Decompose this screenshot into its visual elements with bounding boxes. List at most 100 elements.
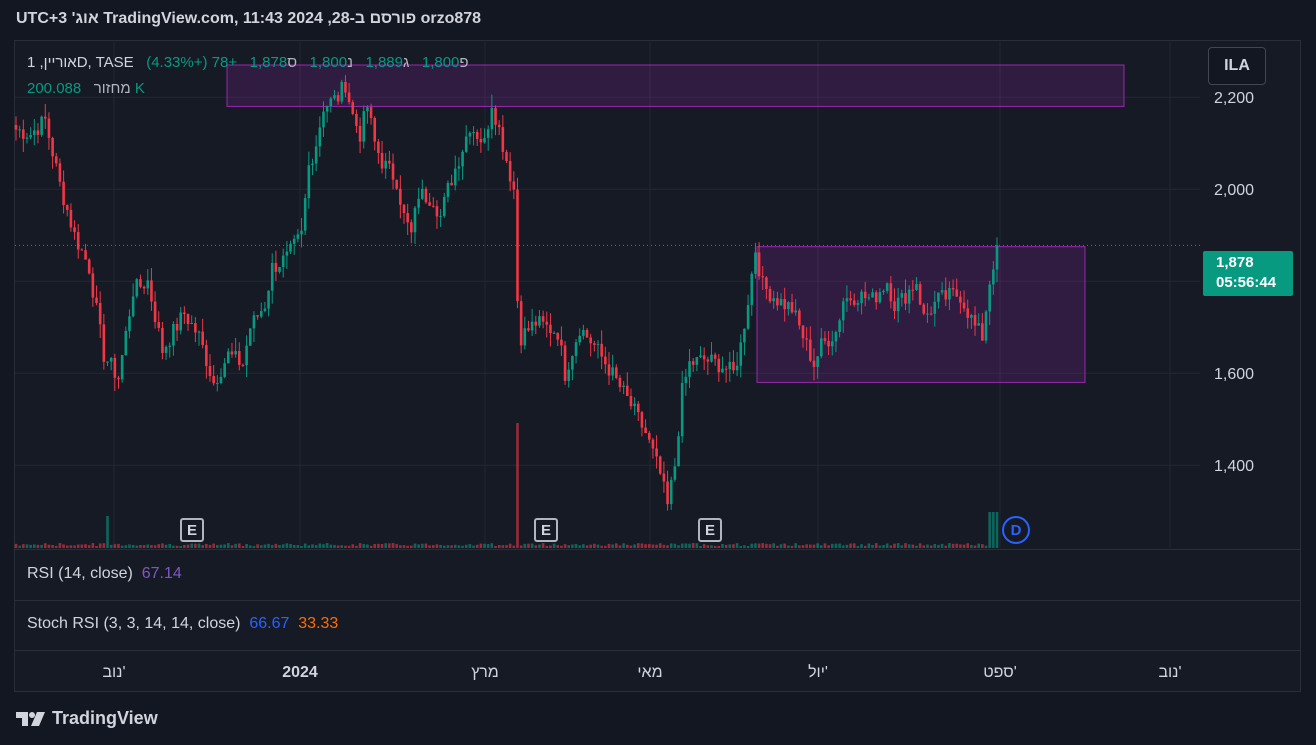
volume-bar bbox=[197, 543, 201, 548]
candle-body bbox=[461, 151, 464, 167]
tradingview-brand[interactable]: TradingView bbox=[16, 708, 158, 729]
candle-body bbox=[567, 369, 571, 381]
candle-body bbox=[545, 321, 549, 325]
volume-bar bbox=[582, 544, 585, 548]
price-badge-price: 1,878 bbox=[1216, 254, 1254, 271]
volume-bar bbox=[794, 543, 797, 548]
candle-body bbox=[904, 293, 907, 304]
volume-bar bbox=[62, 544, 65, 548]
candle-body bbox=[713, 354, 717, 359]
candle-body bbox=[450, 182, 453, 186]
volume-bar bbox=[761, 543, 765, 548]
volume-bar bbox=[585, 545, 589, 548]
volume-bar bbox=[512, 545, 516, 548]
candle-body bbox=[270, 262, 274, 291]
symbol-name[interactable]: אוריין, 1D, TASE bbox=[27, 54, 134, 71]
volume-bar bbox=[300, 545, 303, 548]
volume-bar bbox=[333, 544, 336, 548]
volume-bar bbox=[18, 545, 21, 548]
volume-bar bbox=[51, 544, 54, 548]
dividend-marker[interactable]: D bbox=[1002, 516, 1030, 544]
candle-body bbox=[574, 342, 578, 356]
volume-bar bbox=[739, 545, 743, 548]
volume-bar bbox=[776, 545, 779, 548]
volume-bar bbox=[421, 543, 424, 548]
earnings-marker[interactable]: E bbox=[180, 518, 204, 542]
volume-bar bbox=[142, 545, 146, 548]
volume-bar bbox=[113, 544, 117, 548]
volume-bar bbox=[629, 545, 633, 548]
candle-body bbox=[783, 299, 786, 310]
volume-bar bbox=[29, 544, 32, 548]
price-tick-label: 2,000 bbox=[1214, 182, 1254, 199]
candle-body bbox=[834, 332, 838, 342]
volume-bar bbox=[505, 545, 508, 548]
pane-separator[interactable] bbox=[15, 600, 1300, 601]
pane-separator[interactable] bbox=[15, 549, 1300, 550]
volume-bar bbox=[76, 544, 80, 548]
volume-bar bbox=[347, 545, 351, 548]
candle-body bbox=[578, 335, 582, 343]
candle-body bbox=[841, 301, 845, 321]
volume-bar bbox=[640, 543, 644, 548]
volume-bar bbox=[651, 544, 655, 548]
volume-bar bbox=[951, 543, 955, 548]
candle-body bbox=[428, 202, 431, 206]
volume-bar bbox=[900, 545, 904, 548]
volume-bar bbox=[227, 543, 230, 548]
candle-body bbox=[633, 403, 636, 407]
volume-bar bbox=[355, 545, 358, 548]
candle-body bbox=[585, 329, 589, 338]
time-tick-label: נוב' bbox=[1158, 664, 1181, 681]
volume-bar bbox=[527, 543, 530, 548]
candle-body bbox=[816, 356, 819, 367]
volume-bar bbox=[556, 545, 560, 548]
currency-button[interactable]: ILA bbox=[1208, 47, 1266, 85]
volume-label: מחזור bbox=[93, 80, 131, 97]
candle-body bbox=[73, 227, 76, 233]
volume-bar bbox=[827, 545, 830, 548]
volume-bar bbox=[867, 543, 871, 548]
candle-body bbox=[179, 312, 183, 331]
volume-bar bbox=[977, 543, 980, 548]
candle-body bbox=[699, 355, 702, 358]
candle-body bbox=[325, 106, 329, 112]
candle-body bbox=[669, 479, 673, 505]
volume-bar bbox=[413, 543, 417, 548]
candle-body bbox=[823, 338, 827, 341]
volume-bar bbox=[73, 545, 76, 548]
candle-body bbox=[355, 114, 358, 126]
earnings-marker[interactable]: E bbox=[698, 518, 722, 542]
low-value: 1,800 bbox=[309, 54, 348, 71]
candle-body bbox=[889, 283, 893, 302]
candle-body bbox=[688, 361, 691, 377]
candle-body bbox=[157, 322, 161, 328]
volume-bar bbox=[922, 545, 926, 548]
volume-bar bbox=[464, 544, 468, 548]
candle-body bbox=[54, 156, 58, 164]
volume-bar bbox=[212, 543, 215, 548]
volume-bar bbox=[743, 545, 746, 548]
candle-body bbox=[739, 342, 743, 366]
volume-legend: מחזור 200.088 K bbox=[27, 80, 145, 97]
volume-bar bbox=[563, 544, 567, 548]
volume-bar bbox=[417, 544, 420, 548]
candle-body bbox=[907, 289, 911, 304]
candle-body bbox=[351, 102, 355, 115]
candle-body bbox=[468, 132, 472, 137]
volume-bar bbox=[647, 543, 651, 548]
candle-body bbox=[629, 395, 633, 407]
volume-bar bbox=[58, 543, 62, 548]
candle-body bbox=[135, 279, 139, 297]
candle-body bbox=[479, 138, 483, 143]
volume-bar bbox=[849, 543, 852, 548]
earnings-marker[interactable]: E bbox=[534, 518, 558, 542]
stoch-rsi-legend: Stoch RSI (3, 3, 14, 14, close) 66.67 33… bbox=[27, 615, 338, 633]
volume-bar bbox=[351, 544, 355, 548]
volume-bar bbox=[658, 543, 662, 548]
volume-bar bbox=[713, 545, 717, 548]
volume-bar bbox=[933, 544, 937, 548]
candle-body bbox=[256, 315, 259, 317]
candle-body bbox=[259, 311, 263, 317]
